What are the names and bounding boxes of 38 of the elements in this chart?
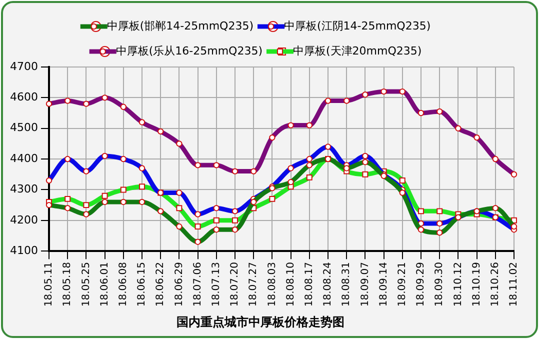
y-tick-label: 4200 <box>10 213 38 226</box>
legend-label: 中厚板(邯郸14-25mmQ235) <box>106 19 254 32</box>
x-tick-label: 18.07.27 <box>248 262 260 307</box>
x-tick-label: 18.05.18 <box>62 262 74 307</box>
y-tick-label: 4700 <box>10 60 38 73</box>
legend-label: 中厚板(江阴14-25mmQ235) <box>284 19 431 32</box>
text: 国内重点城市中厚板价格走势图 <box>176 314 344 329</box>
x-tick-label: 18.06.29 <box>174 262 185 307</box>
x-tick-label: 18.10.26 <box>490 262 501 307</box>
x-tick-label: 18.05.11 <box>44 262 55 307</box>
x-tick-label: 18.06.01 <box>99 262 110 307</box>
x-tick-label: 18.06.22 <box>155 262 166 307</box>
x-tick-label: 18.05.25 <box>80 262 92 307</box>
x-tick-label: 18.09.30 <box>434 262 446 307</box>
y-tick-label: 4300 <box>10 182 38 196</box>
x-tick-label: 18.08.03 <box>266 262 278 307</box>
y-tick-label: 4400 <box>10 152 38 165</box>
x-tick-label: 18.08.24 <box>322 262 334 307</box>
x-tick-label: 18.08.17 <box>304 262 315 307</box>
x-tick-label: 18.11.02 <box>508 262 520 307</box>
x-tick-label: 18.06.08 <box>118 262 129 307</box>
x-tick-label: 18.06.15 <box>136 262 148 307</box>
x-tick-label: 18.07.20 <box>230 262 241 307</box>
x-tick-label: 18.07.13 <box>210 262 222 307</box>
x-tick-label: 18.09.29 <box>416 262 427 307</box>
legend-label: 中厚板(乐从16-25mmQ235) <box>116 44 262 58</box>
y-tick-label: 4100 <box>10 244 38 257</box>
legend-label: 中厚板(天津20mmQ235) <box>292 44 422 58</box>
x-tick-label: 18.08.31 <box>341 262 352 307</box>
y-tick-label: 4600 <box>10 90 38 104</box>
x-tick-label: 18.09.07 <box>360 262 371 307</box>
x-tick-label: 18.10.12 <box>452 262 464 307</box>
x-tick-label: 18.07.06 <box>192 262 204 307</box>
x-tick-label: 18.09.14 <box>378 262 390 307</box>
x-tick-label: 18.10.19 <box>471 262 482 307</box>
y-tick-label: 4500 <box>10 121 38 134</box>
x-tick-label: 18.08.10 <box>285 262 296 307</box>
x-tick-label: 18.09.21 <box>396 262 408 307</box>
